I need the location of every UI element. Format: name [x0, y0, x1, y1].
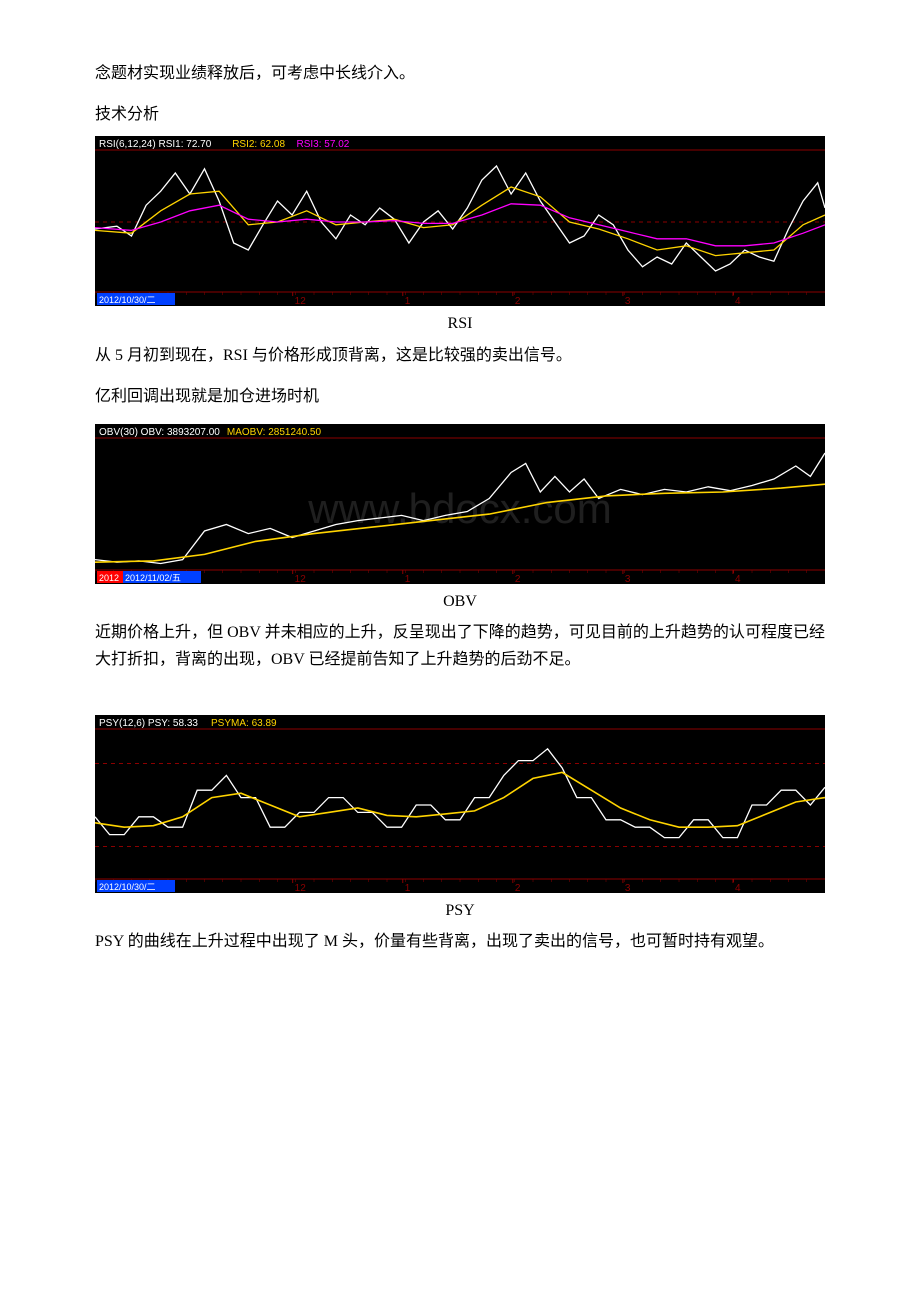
svg-text:2: 2	[515, 883, 521, 893]
svg-text:4: 4	[735, 296, 741, 306]
rsi-body: 从 5 月初到现在，RSI 与价格形成顶背离，这是比较强的卖出信号。	[95, 342, 825, 369]
svg-text:3: 3	[625, 296, 631, 306]
svg-text:PSY(12,6) PSY: 58.33: PSY(12,6) PSY: 58.33	[99, 718, 198, 729]
svg-text:4: 4	[735, 883, 741, 893]
svg-text:2: 2	[515, 574, 521, 584]
svg-text:12: 12	[295, 296, 307, 306]
svg-text:RSI(6,12,24) RSI1: 72.70: RSI(6,12,24) RSI1: 72.70	[99, 139, 212, 150]
svg-text:RSI3: 57.02: RSI3: 57.02	[297, 139, 350, 150]
svg-text:2: 2	[515, 296, 521, 306]
svg-text:3: 3	[625, 574, 631, 584]
obv-caption: OBV	[95, 588, 825, 615]
svg-text:2012/10/30/二: 2012/10/30/二	[99, 882, 156, 892]
psy-caption: PSY	[95, 897, 825, 924]
obv-body: 近期价格上升，但 OBV 并未相应的上升，反呈现出了下降的趋势，可见目前的上升趋…	[95, 619, 825, 673]
svg-text:1: 1	[405, 574, 411, 584]
svg-text:3: 3	[625, 883, 631, 893]
intro-text: 念题材实现业绩释放后，可考虑中长线介入。	[95, 60, 825, 87]
rsi-caption: RSI	[95, 310, 825, 337]
svg-text:1: 1	[405, 883, 411, 893]
svg-text:12: 12	[295, 883, 307, 893]
svg-text:2012: 2012	[99, 573, 119, 583]
svg-text:2012/11/02/五: 2012/11/02/五	[125, 573, 181, 583]
svg-text:PSYMA: 63.89: PSYMA: 63.89	[211, 718, 277, 729]
rsi-chart: RSI(6,12,24) RSI1: 72.70 RSI2: 62.08 RSI3:…	[95, 136, 825, 306]
svg-text:4: 4	[735, 574, 741, 584]
svg-text:MAOBV: 2851240.50: MAOBV: 2851240.50	[227, 427, 322, 438]
section-title: 技术分析	[95, 101, 825, 128]
psy-chart: PSY(12,6) PSY: 58.33PSYMA: 63.8912123452…	[95, 715, 825, 893]
rsi-body-2: 亿利回调出现就是加仓进场时机	[95, 383, 825, 410]
svg-text:12: 12	[295, 574, 307, 584]
svg-text:1: 1	[405, 296, 411, 306]
psy-body: PSY 的曲线在上升过程中出现了 M 头，价量有些背离，出现了卖出的信号，也可暂…	[95, 928, 825, 955]
obv-chart: www.bdocx.com OBV(30) OBV: 3893207.00 MAOB…	[95, 424, 825, 584]
svg-text:www.bdocx.com: www.bdocx.com	[307, 485, 611, 532]
svg-text:2012/10/30/二: 2012/10/30/二	[99, 295, 156, 305]
svg-text:OBV(30) OBV: 3893207.00: OBV(30) OBV: 3893207.00	[99, 427, 220, 438]
svg-text:RSI2: 62.08: RSI2: 62.08	[232, 139, 285, 150]
